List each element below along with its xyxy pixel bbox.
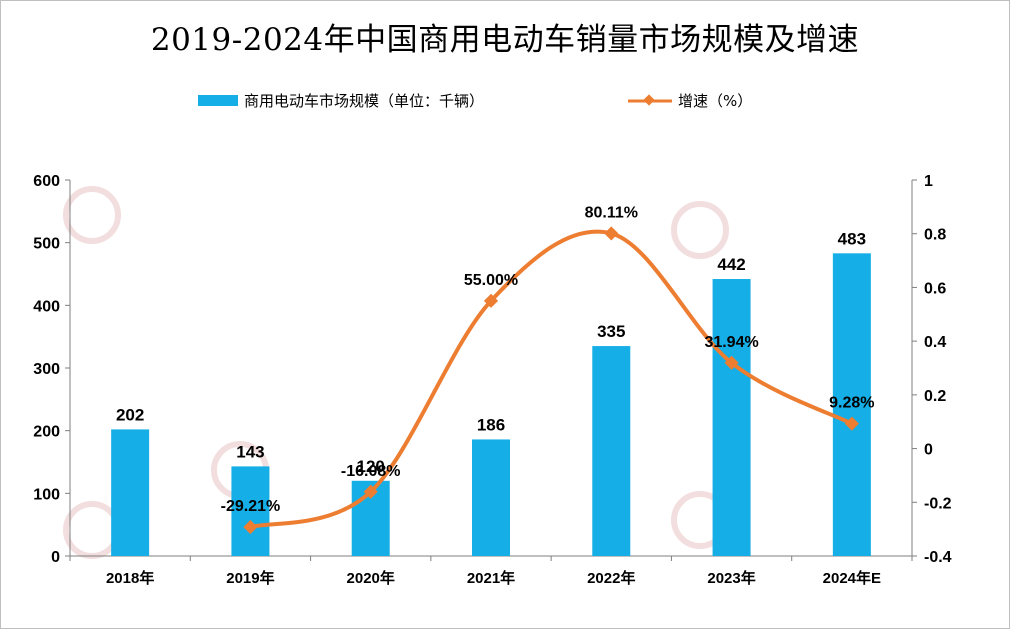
left-tick-label: 300 xyxy=(33,361,60,378)
legend-line-label: 增速（%） xyxy=(678,92,753,110)
bar xyxy=(712,279,751,556)
growth-marker xyxy=(604,226,619,241)
legend-bar-label: 商用电动车市场规模（单位：千辆） xyxy=(244,92,485,110)
bar-value-label: 202 xyxy=(116,405,144,424)
growth-marker xyxy=(243,519,258,535)
bar-value-label: 335 xyxy=(597,322,625,341)
left-tick-label: 600 xyxy=(33,173,60,190)
growth-value-label: 9.28% xyxy=(829,395,874,412)
x-tick-label: 2024年E xyxy=(823,569,881,587)
right-tick-label: 0.6 xyxy=(924,280,946,297)
growth-line xyxy=(249,229,853,529)
legend: 商用电动车市场规模（单位：千辆） 增速（%） xyxy=(0,90,1010,114)
legend-item-bar: 商用电动车市场规模（单位：千辆） xyxy=(198,90,484,111)
x-tick-label: 2018年 xyxy=(106,569,154,587)
bar xyxy=(231,466,270,556)
left-tick-label: 100 xyxy=(33,486,60,503)
x-tick-label: 2020年 xyxy=(347,569,395,587)
bar xyxy=(832,253,871,556)
bar-value-label: 186 xyxy=(477,415,505,434)
right-tick-label: 0.4 xyxy=(924,334,946,351)
growth-value-label: 31.94% xyxy=(704,334,758,351)
growth-value-label: 55.00% xyxy=(464,272,518,289)
growth-value-label: -16.08% xyxy=(341,463,401,480)
right-tick-label: 0 xyxy=(924,442,933,459)
left-tick-label: 0 xyxy=(51,549,60,566)
growth-marker xyxy=(483,293,499,308)
x-tick-label: 2019年 xyxy=(226,569,274,587)
bar-value-label: 143 xyxy=(236,442,264,461)
x-tick-label: 2022年 xyxy=(587,569,635,587)
right-tick-label: 0.2 xyxy=(924,388,946,405)
watermark-seal xyxy=(63,501,121,559)
growth-value-label: -29.21% xyxy=(221,498,281,515)
right-tick-label: -0.2 xyxy=(924,495,952,512)
left-tick-label: 500 xyxy=(33,236,60,253)
growth-marker xyxy=(724,355,739,370)
growth-marker xyxy=(844,416,859,431)
x-tick-label: 2021年 xyxy=(467,569,515,587)
bar xyxy=(472,439,510,556)
legend-item-line: 增速（%） xyxy=(628,90,752,111)
watermark-seal xyxy=(671,201,729,259)
x-tick-label: 2023年 xyxy=(707,569,755,587)
chart-title: 2019-2024年中国商用电动车销量市场规模及增速 xyxy=(150,22,860,58)
bar-value-label: 442 xyxy=(717,255,745,274)
legend-line-swatch xyxy=(628,93,672,106)
right-tick-label: -0.4 xyxy=(924,549,952,566)
growth-marker xyxy=(363,484,378,499)
growth-value-label: 80.11% xyxy=(585,204,638,221)
right-tick-label: 0.8 xyxy=(924,227,946,244)
left-tick-label: 400 xyxy=(33,298,60,315)
bar xyxy=(592,346,631,556)
bar-value-label: 120 xyxy=(357,457,385,476)
watermark-seal xyxy=(63,186,121,244)
right-tick-label: 1 xyxy=(924,173,933,190)
legend-bar-swatch xyxy=(198,95,238,106)
bar-value-label: 483 xyxy=(838,229,866,248)
bar xyxy=(111,429,150,556)
left-tick-label: 200 xyxy=(33,424,60,441)
